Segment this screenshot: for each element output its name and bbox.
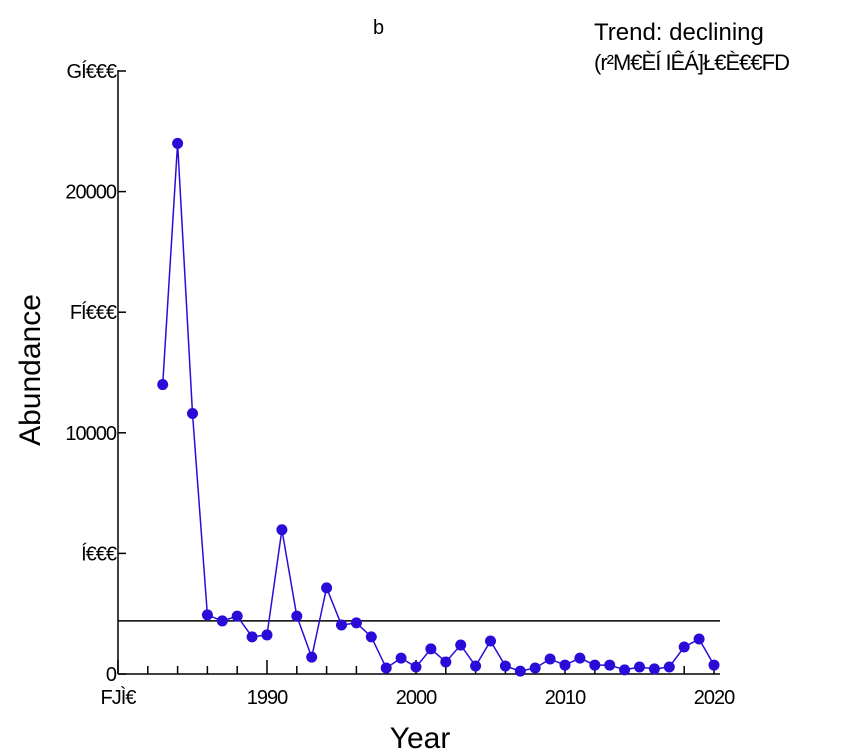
data-point bbox=[350, 617, 362, 629]
data-point bbox=[544, 653, 556, 665]
data-point bbox=[455, 639, 467, 651]
data-line bbox=[161, 143, 715, 672]
annotation: Trend: declining bbox=[594, 19, 764, 46]
y-tick-label: 20000 bbox=[65, 182, 116, 204]
data-point bbox=[246, 631, 258, 643]
data-point bbox=[231, 610, 243, 622]
data-point bbox=[276, 524, 288, 536]
y-tick-label: GÍ€€€ bbox=[67, 60, 117, 83]
data-point bbox=[201, 609, 213, 621]
data-point bbox=[321, 582, 333, 594]
data-point bbox=[440, 656, 452, 668]
data-point bbox=[261, 629, 273, 641]
data-point bbox=[425, 643, 437, 655]
annotation: (r²M€ÈÍ IÊÁ]Ł€È€€FD bbox=[594, 50, 789, 75]
data-point bbox=[172, 137, 184, 149]
data-point bbox=[336, 619, 347, 631]
x-tick-label: 2020 bbox=[694, 687, 735, 709]
data-point bbox=[470, 660, 482, 672]
y-tick-label: FÍ€€€ bbox=[70, 301, 117, 324]
y-axis-label: Abundance bbox=[14, 294, 47, 446]
data-point bbox=[485, 635, 496, 647]
data-point bbox=[395, 652, 407, 664]
x-tick-label: 2000 bbox=[396, 687, 437, 709]
data-point bbox=[648, 663, 660, 675]
data-point bbox=[604, 659, 616, 671]
data-point bbox=[634, 661, 645, 673]
data-point bbox=[365, 631, 377, 643]
data-point bbox=[678, 641, 690, 653]
data-point bbox=[157, 379, 169, 391]
data-point bbox=[499, 660, 511, 672]
data-point bbox=[559, 659, 571, 671]
data-point bbox=[663, 661, 675, 673]
x-tick-label: FJÌ€ bbox=[101, 686, 137, 709]
x-axis-label: Year bbox=[390, 722, 451, 755]
data-point bbox=[291, 610, 303, 622]
chart-title: b bbox=[373, 17, 384, 39]
x-tick-label: 1990 bbox=[247, 687, 288, 709]
data-point bbox=[693, 633, 705, 645]
data-point bbox=[619, 664, 631, 676]
data-point bbox=[306, 651, 318, 663]
data-point bbox=[514, 665, 526, 677]
data-point bbox=[574, 652, 586, 664]
data-point bbox=[216, 615, 228, 627]
y-tick-label: Í€€€ bbox=[81, 542, 117, 565]
x-tick-label: 2010 bbox=[545, 687, 586, 709]
data-point bbox=[708, 659, 720, 671]
data-point bbox=[589, 659, 601, 671]
data-point bbox=[410, 661, 422, 673]
y-tick-label: 0 bbox=[106, 664, 117, 686]
y-tick-label: 10000 bbox=[65, 423, 116, 445]
data-point bbox=[187, 408, 198, 420]
data-point bbox=[380, 662, 392, 674]
data-point bbox=[529, 662, 541, 674]
